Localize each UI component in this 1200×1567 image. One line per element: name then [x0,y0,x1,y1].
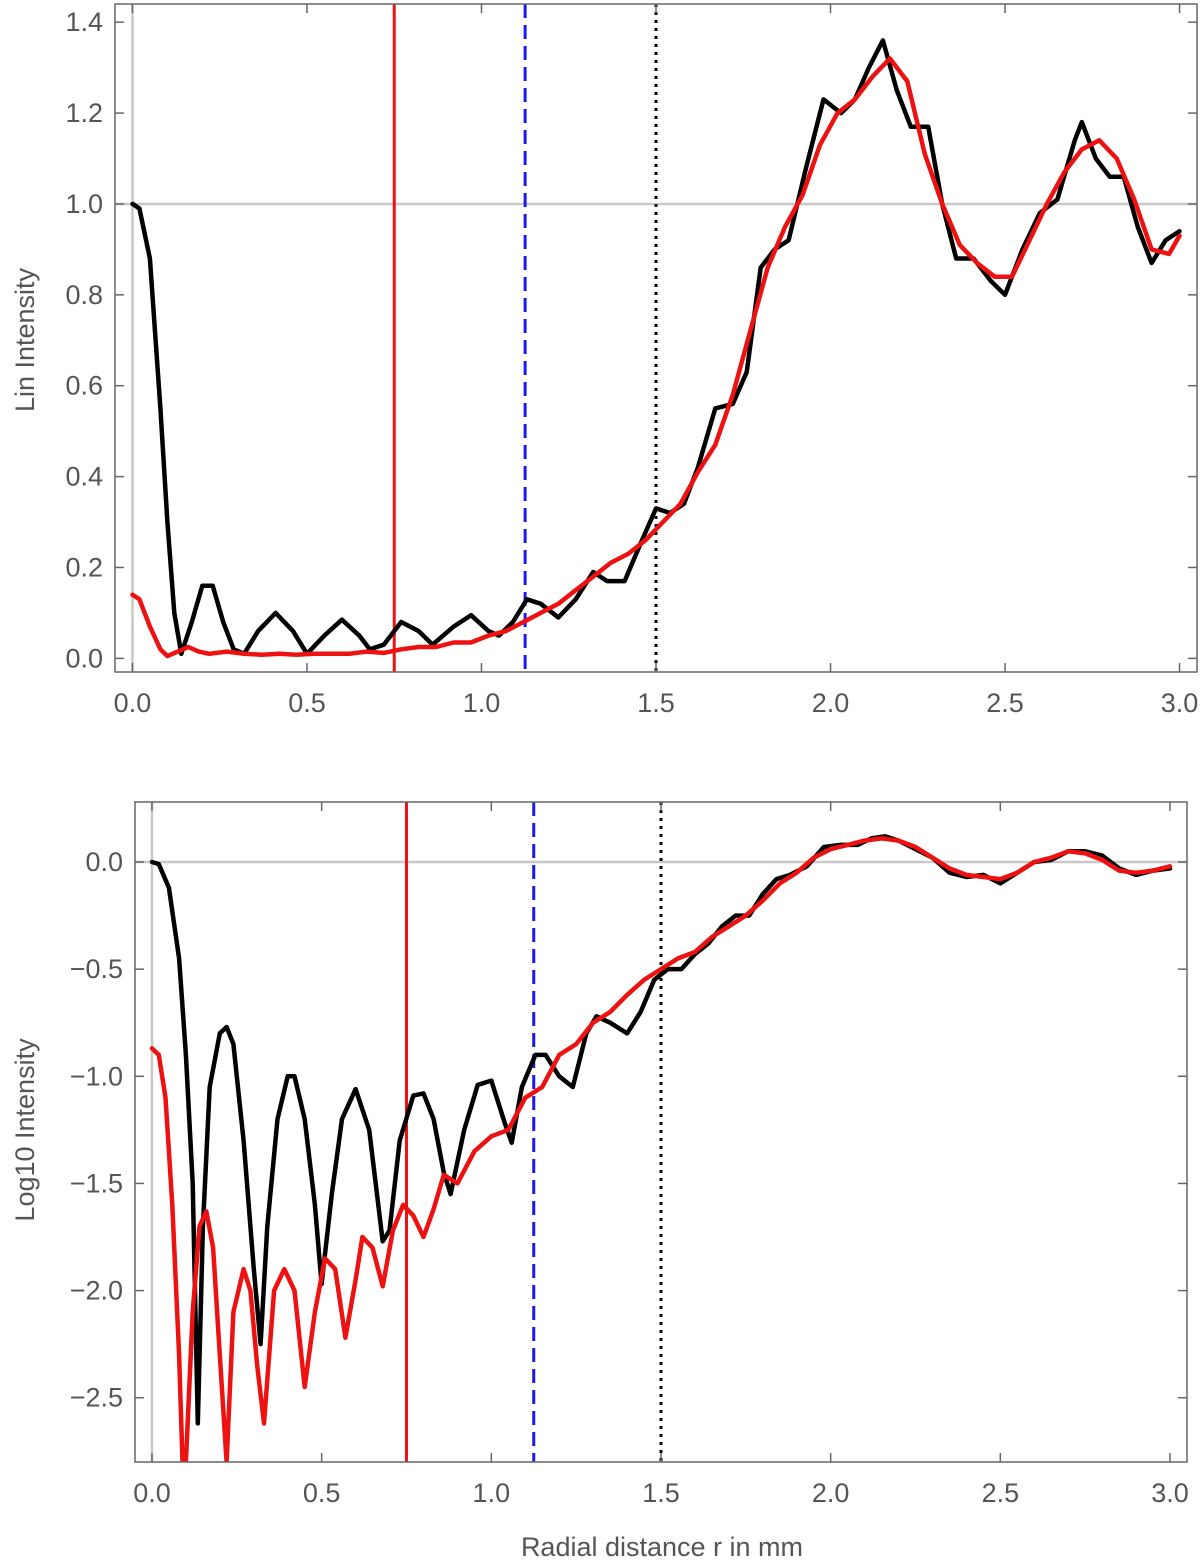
x-tick-label: 0.5 [303,1478,341,1508]
x-axis-title: Radial distance r in mm [521,1532,803,1562]
y-tick-label: −2.0 [70,1276,123,1306]
y-axis-title-log: Log10 Intensity [10,1038,40,1222]
y-tick-label: −1.5 [70,1168,123,1198]
x-tick-label: 0.5 [288,688,326,718]
y-tick-label: 1.0 [65,189,103,219]
plot-frame [114,3,1198,673]
y-tick-label: 1.4 [65,7,103,37]
x-tick-label: 2.0 [812,688,850,718]
x-tick-label: 3.0 [1161,688,1199,718]
y-tick-label: −2.5 [70,1383,123,1413]
y-tick-label: −0.5 [70,954,123,984]
y-tick-label: 1.2 [65,98,103,128]
y-tick-label: −1.0 [70,1061,123,1091]
y-tick-label: 0.4 [65,462,103,492]
x-tick-label: 2.5 [982,1478,1020,1508]
x-tick-label: 1.0 [473,1478,511,1508]
y-axis-title-lin: Lin Intensity [10,267,40,412]
x-tick-label: 1.5 [637,688,675,718]
y-tick-label: 0.2 [65,552,103,582]
y-tick-label: 0.0 [65,643,103,673]
series-line-red [149,836,1173,1462]
y-tick-label: 0.8 [65,280,103,310]
y-tick-label: 0.6 [65,371,103,401]
x-tick-label: 0.0 [114,688,152,718]
x-tick-label: 1.5 [642,1478,680,1508]
x-tick-label: 2.5 [986,688,1024,718]
series-line-black [130,38,1182,657]
log-intensity-panel: 0.0 0.5 1.0 1.5 2.0 2.5 3.0 0.0 −0.5 −1.0 −1.5 −2.0… [70,801,1189,1508]
x-tick-label: 2.0 [812,1478,850,1508]
lin-intensity-panel: 0.0 0.5 1.0 1.5 2.0 2.5 3.0 0.0 0.2 0.4 0.6 0.8 1.0 1… [65,3,1199,718]
series-line-red [130,56,1182,659]
x-tick-label: 3.0 [1151,1478,1189,1508]
x-tick-label: 0.0 [133,1478,171,1508]
y-tick-label: 0.0 [85,847,123,877]
x-tick-label: 1.0 [463,688,501,718]
